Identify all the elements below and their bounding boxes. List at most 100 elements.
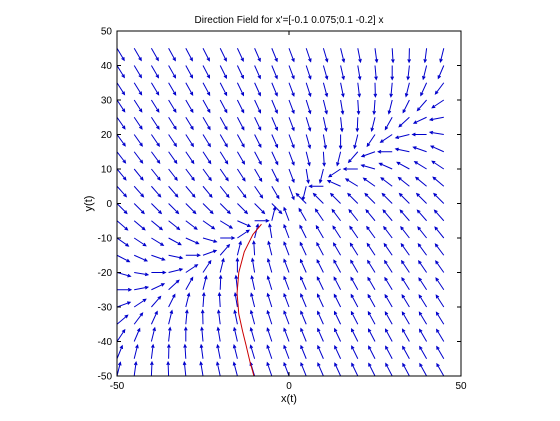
field-arrow [117, 116, 126, 130]
field-arrow [305, 65, 312, 80]
field-arrow [394, 134, 410, 140]
field-arrow [117, 168, 127, 181]
field-arrow [368, 345, 376, 359]
field-arrow [117, 328, 126, 342]
field-arrow [236, 240, 242, 256]
field-arrow [288, 117, 295, 132]
field-arrow [202, 82, 211, 97]
field-arrow [305, 82, 312, 98]
field-arrow [202, 185, 213, 198]
field-arrow [315, 224, 324, 239]
field-arrow [283, 275, 290, 290]
field-arrow [385, 345, 393, 359]
field-arrow [271, 99, 278, 114]
field-arrow [185, 65, 194, 79]
field-arrow [233, 326, 238, 342]
field-arrow [168, 168, 178, 181]
field-arrow [365, 209, 376, 222]
field-arrow [433, 192, 445, 204]
field-arrow [151, 295, 162, 308]
field-arrow [419, 345, 428, 359]
x-axis-label: x(t) [281, 393, 297, 405]
field-arrow [151, 283, 166, 291]
field-arrow [433, 209, 445, 222]
field-arrow [396, 161, 410, 170]
field-arrow [266, 309, 273, 325]
field-arrow [250, 292, 256, 308]
field-arrow [398, 192, 410, 204]
field-arrow [185, 276, 194, 290]
field-arrow [117, 99, 126, 113]
field-arrow [185, 309, 189, 325]
field-arrow [364, 192, 376, 204]
y-tick-label: -10 [98, 234, 113, 245]
field-arrow [271, 151, 279, 166]
field-arrow [237, 229, 251, 239]
field-arrow [283, 258, 290, 273]
field-arrow [133, 254, 149, 262]
y-tick-label: -50 [98, 372, 113, 383]
field-arrow [202, 134, 211, 148]
field-arrow [366, 225, 376, 239]
field-arrow [254, 117, 262, 131]
field-arrow [271, 168, 279, 183]
field-arrow [322, 65, 329, 81]
field-arrow [168, 254, 184, 260]
field-arrow [331, 208, 341, 222]
field-arrow [168, 151, 178, 165]
field-arrow [133, 168, 144, 181]
y-axis-label: y(t) [83, 196, 95, 212]
field-arrow [340, 82, 345, 98]
field-arrow [283, 241, 290, 256]
field-arrow [367, 310, 376, 325]
field-arrow [355, 117, 360, 133]
field-arrow [416, 209, 427, 222]
field-arrow [418, 277, 428, 291]
field-arrow [267, 240, 273, 256]
field-arrow [389, 82, 393, 98]
field-arrow [334, 345, 342, 359]
field-arrow [434, 226, 445, 239]
field-arrow [434, 82, 445, 95]
field-arrow [288, 99, 295, 115]
field-arrow [333, 259, 342, 273]
field-arrow [151, 237, 165, 246]
field-arrow [431, 99, 445, 109]
field-arrow [399, 209, 410, 222]
field-arrow [347, 151, 359, 164]
field-arrow [318, 168, 324, 184]
field-arrow [300, 310, 307, 325]
field-arrow [216, 326, 221, 342]
field-arrow [382, 209, 393, 222]
field-arrow [435, 311, 445, 325]
field-arrow [254, 218, 270, 223]
field-arrow [151, 254, 166, 261]
field-arrow [439, 48, 445, 63]
field-arrow [117, 134, 126, 147]
field-arrow [219, 134, 228, 148]
field-arrow [412, 116, 427, 124]
x-tick-label: 0 [286, 381, 292, 392]
field-arrow [183, 343, 187, 359]
field-arrow [150, 99, 160, 113]
field-arrow [373, 82, 378, 98]
field-arrow [150, 48, 159, 62]
field-arrow [133, 134, 143, 147]
field-arrow [151, 168, 161, 181]
field-arrow [185, 134, 194, 148]
field-arrow [390, 65, 395, 81]
field-arrow [236, 134, 245, 148]
y-tick-label: -40 [98, 337, 113, 348]
field-arrow [199, 343, 204, 359]
field-arrow [300, 361, 307, 376]
field-arrow [219, 185, 230, 199]
field-arrow [133, 47, 142, 62]
field-arrow [134, 272, 150, 277]
field-arrow [150, 343, 155, 359]
field-arrow [117, 237, 130, 247]
field-arrow [305, 117, 312, 132]
field-arrow [340, 99, 345, 115]
field-arrow [233, 309, 238, 325]
field-arrow [418, 328, 428, 342]
field-arrow [327, 168, 341, 178]
